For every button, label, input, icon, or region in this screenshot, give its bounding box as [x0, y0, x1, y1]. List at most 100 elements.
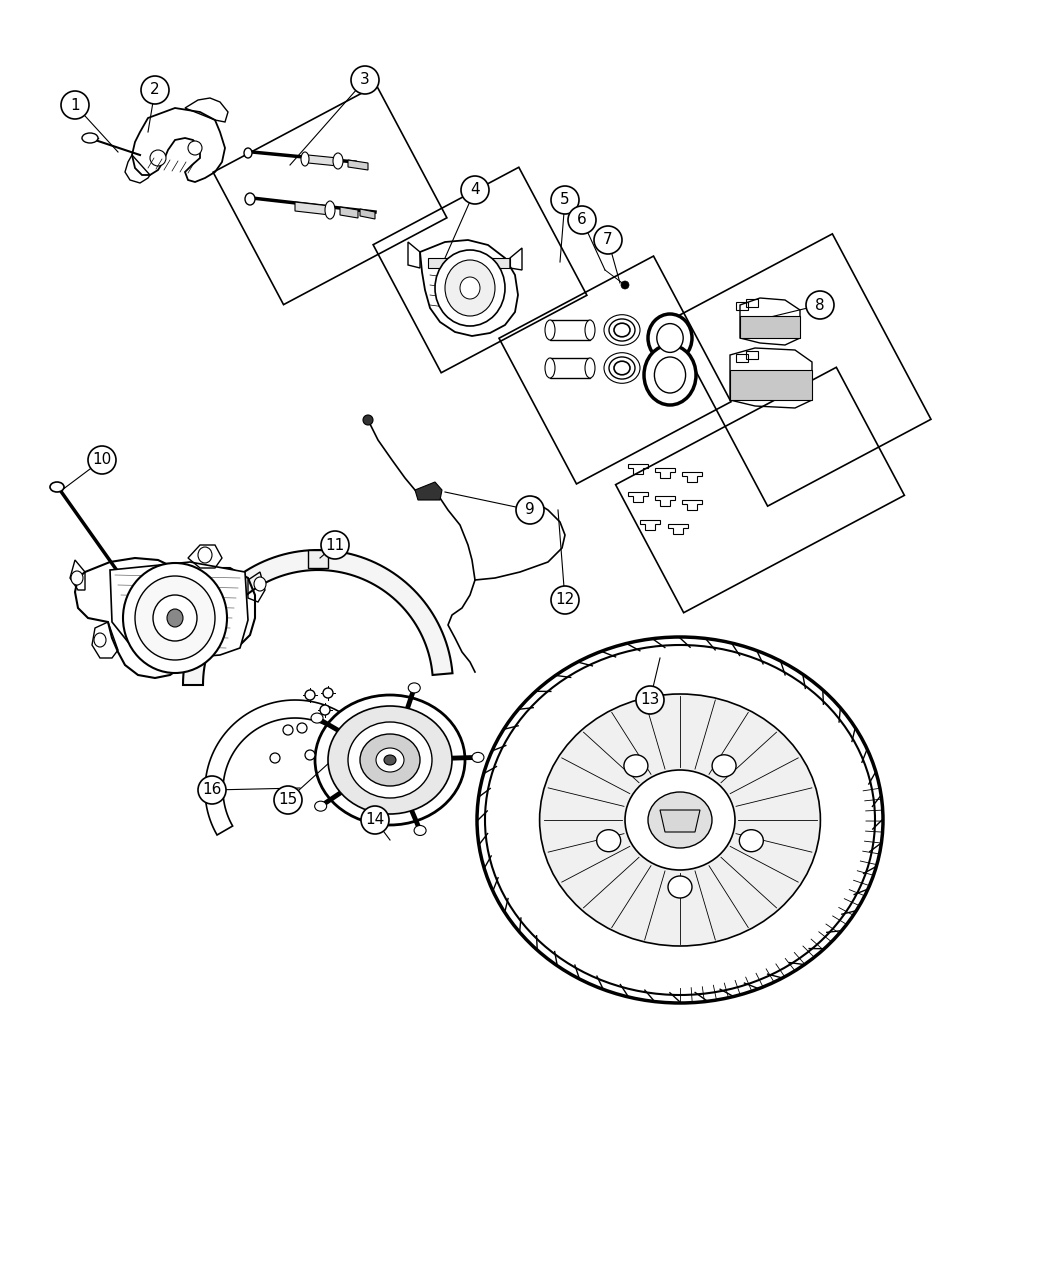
Ellipse shape: [301, 152, 309, 166]
Text: 1: 1: [70, 97, 80, 112]
Polygon shape: [183, 550, 453, 685]
Ellipse shape: [363, 414, 373, 425]
Text: 6: 6: [578, 213, 587, 227]
Circle shape: [551, 586, 579, 615]
Ellipse shape: [739, 830, 763, 852]
Polygon shape: [550, 320, 590, 340]
Ellipse shape: [198, 547, 212, 564]
Ellipse shape: [360, 734, 420, 785]
Ellipse shape: [244, 148, 252, 158]
Text: 10: 10: [92, 453, 111, 468]
Polygon shape: [340, 207, 358, 218]
Ellipse shape: [644, 346, 696, 405]
Circle shape: [594, 226, 622, 254]
Ellipse shape: [609, 357, 635, 379]
Ellipse shape: [284, 725, 293, 734]
Polygon shape: [308, 156, 338, 166]
Text: 4: 4: [470, 182, 480, 198]
Ellipse shape: [123, 564, 227, 673]
Ellipse shape: [445, 260, 495, 316]
Circle shape: [361, 806, 388, 834]
Circle shape: [516, 496, 544, 524]
Text: 16: 16: [203, 783, 222, 797]
Circle shape: [551, 186, 579, 214]
Text: 13: 13: [640, 692, 659, 708]
Ellipse shape: [82, 133, 98, 143]
Circle shape: [321, 530, 349, 558]
Polygon shape: [348, 159, 368, 170]
Ellipse shape: [135, 576, 215, 660]
Ellipse shape: [245, 193, 255, 205]
Ellipse shape: [477, 638, 883, 1003]
Circle shape: [461, 176, 489, 204]
Circle shape: [274, 785, 302, 813]
Ellipse shape: [614, 323, 630, 337]
Ellipse shape: [304, 690, 315, 700]
Ellipse shape: [485, 645, 875, 994]
Ellipse shape: [657, 324, 684, 352]
Ellipse shape: [624, 755, 648, 776]
Ellipse shape: [621, 280, 629, 289]
Polygon shape: [740, 316, 800, 338]
Text: 9: 9: [525, 502, 534, 518]
Polygon shape: [415, 482, 442, 500]
Ellipse shape: [585, 358, 595, 377]
Ellipse shape: [614, 361, 630, 375]
Text: 8: 8: [815, 297, 825, 312]
Polygon shape: [205, 700, 385, 835]
Text: 2: 2: [150, 83, 160, 97]
Circle shape: [636, 686, 664, 714]
Ellipse shape: [188, 142, 202, 156]
Text: 15: 15: [278, 793, 297, 807]
Ellipse shape: [323, 688, 333, 697]
Ellipse shape: [167, 609, 183, 627]
Ellipse shape: [604, 315, 640, 346]
Ellipse shape: [414, 825, 426, 835]
Text: 5: 5: [561, 193, 570, 208]
Ellipse shape: [328, 706, 452, 813]
Ellipse shape: [408, 683, 420, 692]
Ellipse shape: [348, 722, 432, 798]
Text: 7: 7: [603, 232, 613, 247]
Ellipse shape: [376, 748, 404, 771]
Ellipse shape: [153, 595, 197, 641]
Ellipse shape: [150, 150, 166, 166]
Circle shape: [351, 66, 379, 94]
Ellipse shape: [540, 694, 820, 946]
Ellipse shape: [712, 755, 736, 776]
Ellipse shape: [304, 750, 315, 760]
Ellipse shape: [94, 632, 106, 646]
Ellipse shape: [596, 830, 621, 852]
Circle shape: [141, 76, 169, 105]
Circle shape: [198, 776, 226, 805]
Ellipse shape: [315, 695, 465, 825]
Circle shape: [88, 446, 116, 474]
Ellipse shape: [530, 497, 540, 507]
Ellipse shape: [545, 358, 555, 377]
Ellipse shape: [609, 319, 635, 340]
Polygon shape: [360, 209, 375, 219]
Ellipse shape: [654, 357, 686, 393]
Polygon shape: [730, 370, 812, 400]
Polygon shape: [428, 258, 510, 268]
Ellipse shape: [254, 578, 266, 592]
Ellipse shape: [326, 201, 335, 219]
Polygon shape: [308, 550, 328, 567]
Circle shape: [61, 91, 89, 119]
Ellipse shape: [604, 353, 640, 384]
Ellipse shape: [545, 320, 555, 340]
Ellipse shape: [648, 792, 712, 848]
Ellipse shape: [320, 705, 330, 715]
Text: 3: 3: [360, 73, 370, 88]
Polygon shape: [110, 562, 248, 658]
Ellipse shape: [50, 482, 64, 492]
Ellipse shape: [384, 755, 396, 765]
Ellipse shape: [315, 801, 327, 811]
Text: 12: 12: [555, 593, 574, 607]
Polygon shape: [550, 358, 590, 377]
Ellipse shape: [648, 314, 692, 362]
Ellipse shape: [333, 153, 343, 170]
Circle shape: [806, 291, 834, 319]
Ellipse shape: [471, 752, 484, 762]
Polygon shape: [295, 201, 330, 215]
